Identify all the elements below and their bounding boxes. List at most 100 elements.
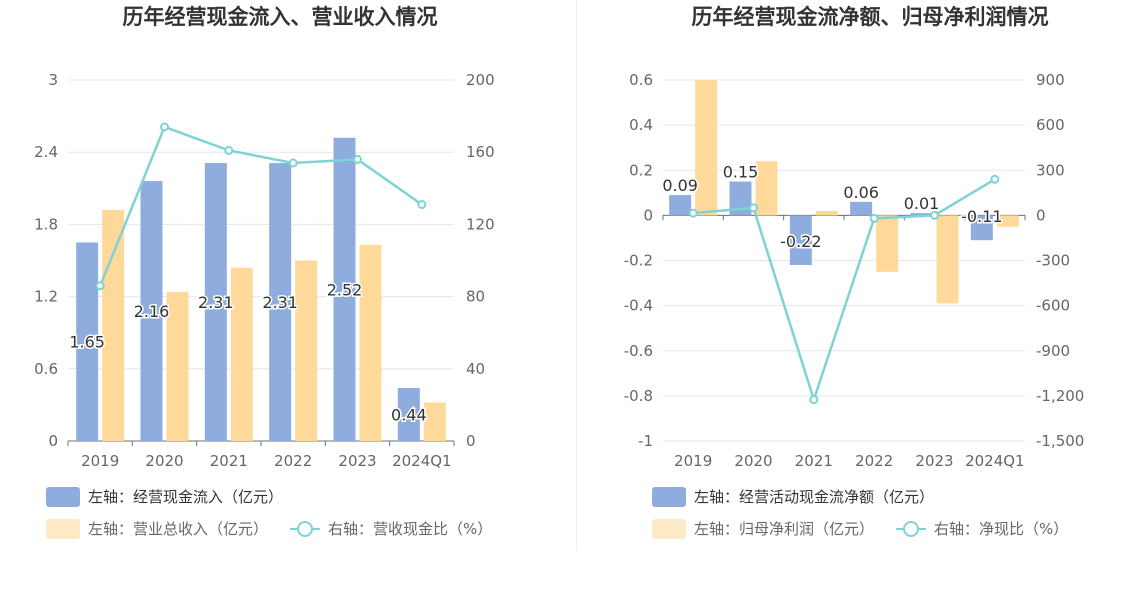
data-label: 0.44 <box>391 406 427 425</box>
left-axis-tick-label: -0.6 <box>624 342 653 360</box>
bar-net-profit <box>936 215 959 304</box>
bar-net-cashflow <box>970 215 993 241</box>
cashflow-inflow-revenue-chart: 历年经营现金流入、营业收入情况 0 0 0.6 40 1.2 80 1.8 120 2.4 160 3… <box>0 0 574 589</box>
legend-label-series-1: 左轴：经营活动现金流净额（亿元） <box>694 488 934 506</box>
bar-net-profit <box>996 215 1019 227</box>
bar-revenue <box>423 402 446 441</box>
bar-revenue <box>102 209 125 441</box>
line-point <box>95 281 105 291</box>
line-point <box>809 395 819 405</box>
x-axis-category-label: 2020 <box>145 452 183 470</box>
right-axis-tick-label: 160 <box>466 143 495 161</box>
data-label: -0.11 <box>961 207 1002 226</box>
legend-swatch-series-1 <box>652 487 686 507</box>
panel-divider <box>576 0 577 550</box>
right-axis-tick-label: 0 <box>466 432 476 450</box>
left-axis-tick-label: 0.6 <box>629 71 653 89</box>
left-axis-tick-label: -0.2 <box>624 252 653 270</box>
chart-left-svg: 历年经营现金流入、营业收入情况 0 0 0.6 40 1.2 80 1.8 120 2.4 160 3… <box>34 5 495 539</box>
right-axis-tick-label: 120 <box>466 215 495 233</box>
right-axis-tick-label: 40 <box>466 360 485 378</box>
left-axis-tick-label: -1 <box>638 432 653 450</box>
line-point <box>869 213 879 223</box>
legend-swatch-series-2 <box>46 519 80 539</box>
data-label: 0.15 <box>723 163 759 182</box>
line-point <box>930 210 939 220</box>
bar-revenue <box>295 260 318 441</box>
x-axis-category-label: 2019 <box>81 452 119 470</box>
right-axis-tick-label: -1,200 <box>1036 387 1084 405</box>
legend-label-series-2: 左轴：营业总收入（亿元） <box>88 520 268 538</box>
legend-label-series-1: 左轴：经营现金流入（亿元） <box>88 488 283 506</box>
left-axis-tick-label: 0.6 <box>34 360 58 378</box>
x-axis-category-label: 2024Q1 <box>965 452 1025 470</box>
x-axis-category-label: 2019 <box>674 452 712 470</box>
right-axis-tick-label: 80 <box>466 288 485 306</box>
bar-cash-inflow <box>76 242 99 441</box>
legend-swatch-series-2 <box>652 519 686 539</box>
bar-cash-inflow <box>269 163 292 441</box>
legend-label-series-2: 左轴：归母净利润（亿元） <box>694 520 874 538</box>
right-axis-tick-label: 900 <box>1036 71 1065 89</box>
bar-revenue <box>230 267 253 441</box>
legend-label-series-3: 右轴：营收现金比（%） <box>328 520 492 538</box>
left-axis-tick-label: 2.4 <box>34 143 58 161</box>
bar-net-profit <box>695 80 718 216</box>
bar-net-cashflow <box>789 215 812 266</box>
data-label: 2.31 <box>262 293 298 312</box>
left-axis-tick-label: 0.4 <box>629 116 653 134</box>
line-point <box>224 145 234 155</box>
data-label: 0.06 <box>843 183 879 202</box>
bar-net-profit <box>815 210 838 216</box>
bar-net-cashflow <box>669 195 692 216</box>
right-axis-tick-label: 200 <box>466 71 495 89</box>
line-point <box>353 154 362 164</box>
line-revenue-cash-ratio <box>99 125 423 287</box>
left-axis-tick-label: 0 <box>643 206 653 224</box>
legend-swatch-series-3-marker <box>903 521 919 537</box>
x-axis-category-label: 2023 <box>915 452 953 470</box>
data-label: 0.09 <box>662 176 698 195</box>
right-axis-tick-label: 600 <box>1036 116 1065 134</box>
x-axis-category-label: 2023 <box>338 452 376 470</box>
chart-title: 历年经营现金流净额、归母净利润情况 <box>692 5 1049 29</box>
bar-net-cashflow <box>850 201 873 216</box>
line-net-cash-ratio <box>693 178 996 404</box>
right-axis-tick-label: -600 <box>1036 297 1070 315</box>
left-axis-tick-label: 1.8 <box>34 215 58 233</box>
bar-net-profit <box>755 161 778 216</box>
x-axis-category-label: 2024Q1 <box>392 452 452 470</box>
left-axis-tick-label: 1.2 <box>34 288 58 306</box>
data-label: 2.31 <box>198 293 234 312</box>
legend-label-series-3: 右轴：净现比（%） <box>934 520 1068 538</box>
legend-swatch-series-1 <box>46 487 80 507</box>
bar-revenue <box>359 244 382 441</box>
right-axis-tick-label: -900 <box>1036 342 1070 360</box>
right-axis-tick-label: 0 <box>1036 206 1046 224</box>
bar-net-profit <box>876 215 899 272</box>
line-point <box>990 174 1000 184</box>
x-axis-category-label: 2021 <box>210 452 248 470</box>
line-point <box>160 122 169 132</box>
bar-revenue <box>166 291 189 441</box>
legend-swatch-series-3-marker <box>297 521 313 537</box>
bar-cash-inflow <box>397 388 420 441</box>
data-label: 2.16 <box>134 302 170 321</box>
chart-right-svg: 历年经营现金流净额、归母净利润情况 -1 -1,500 -0.8 -1,200 -0.6 -… <box>624 5 1084 539</box>
data-label: 0.01 <box>904 194 940 213</box>
line-point <box>749 203 758 213</box>
right-axis-tick-label: -1,500 <box>1036 432 1084 450</box>
data-label: 2.52 <box>327 280 363 299</box>
left-axis-tick-label: 3 <box>48 71 58 89</box>
bar-cash-inflow <box>140 181 163 441</box>
left-axis-tick-label: 0.2 <box>629 161 653 179</box>
data-label: -0.22 <box>780 232 821 251</box>
x-axis-category-label: 2022 <box>274 452 312 470</box>
line-point <box>688 208 698 218</box>
bar-cash-inflow <box>204 163 227 441</box>
x-axis-category-label: 2022 <box>855 452 893 470</box>
data-label: 1.65 <box>69 333 105 352</box>
bar-net-cashflow <box>910 213 933 216</box>
left-axis-tick-label: -0.4 <box>624 297 653 315</box>
x-axis-category-label: 2020 <box>734 452 772 470</box>
